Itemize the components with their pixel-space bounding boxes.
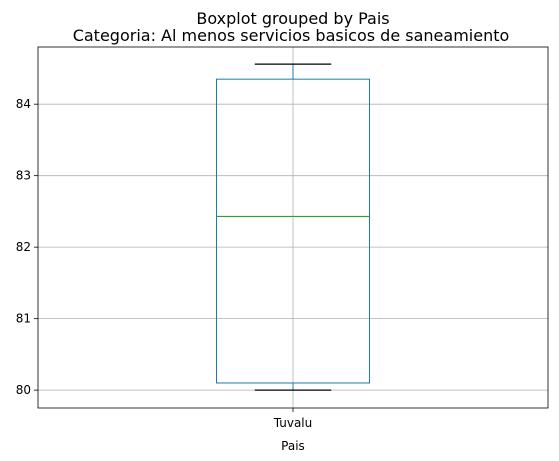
y-tick-label: 83 (16, 169, 31, 183)
y-tick-label: 82 (16, 240, 31, 254)
grid-layer (38, 47, 548, 408)
x-tick-label: Tuvalu (273, 416, 313, 430)
x-axis-label: Pais (281, 439, 305, 453)
y-tick-label: 84 (16, 97, 31, 111)
y-tick-label: 80 (16, 383, 31, 397)
y-tick-label: 81 (16, 312, 31, 326)
chart-subtitle: Categoria: Al menos servicios basicos de… (73, 26, 510, 45)
